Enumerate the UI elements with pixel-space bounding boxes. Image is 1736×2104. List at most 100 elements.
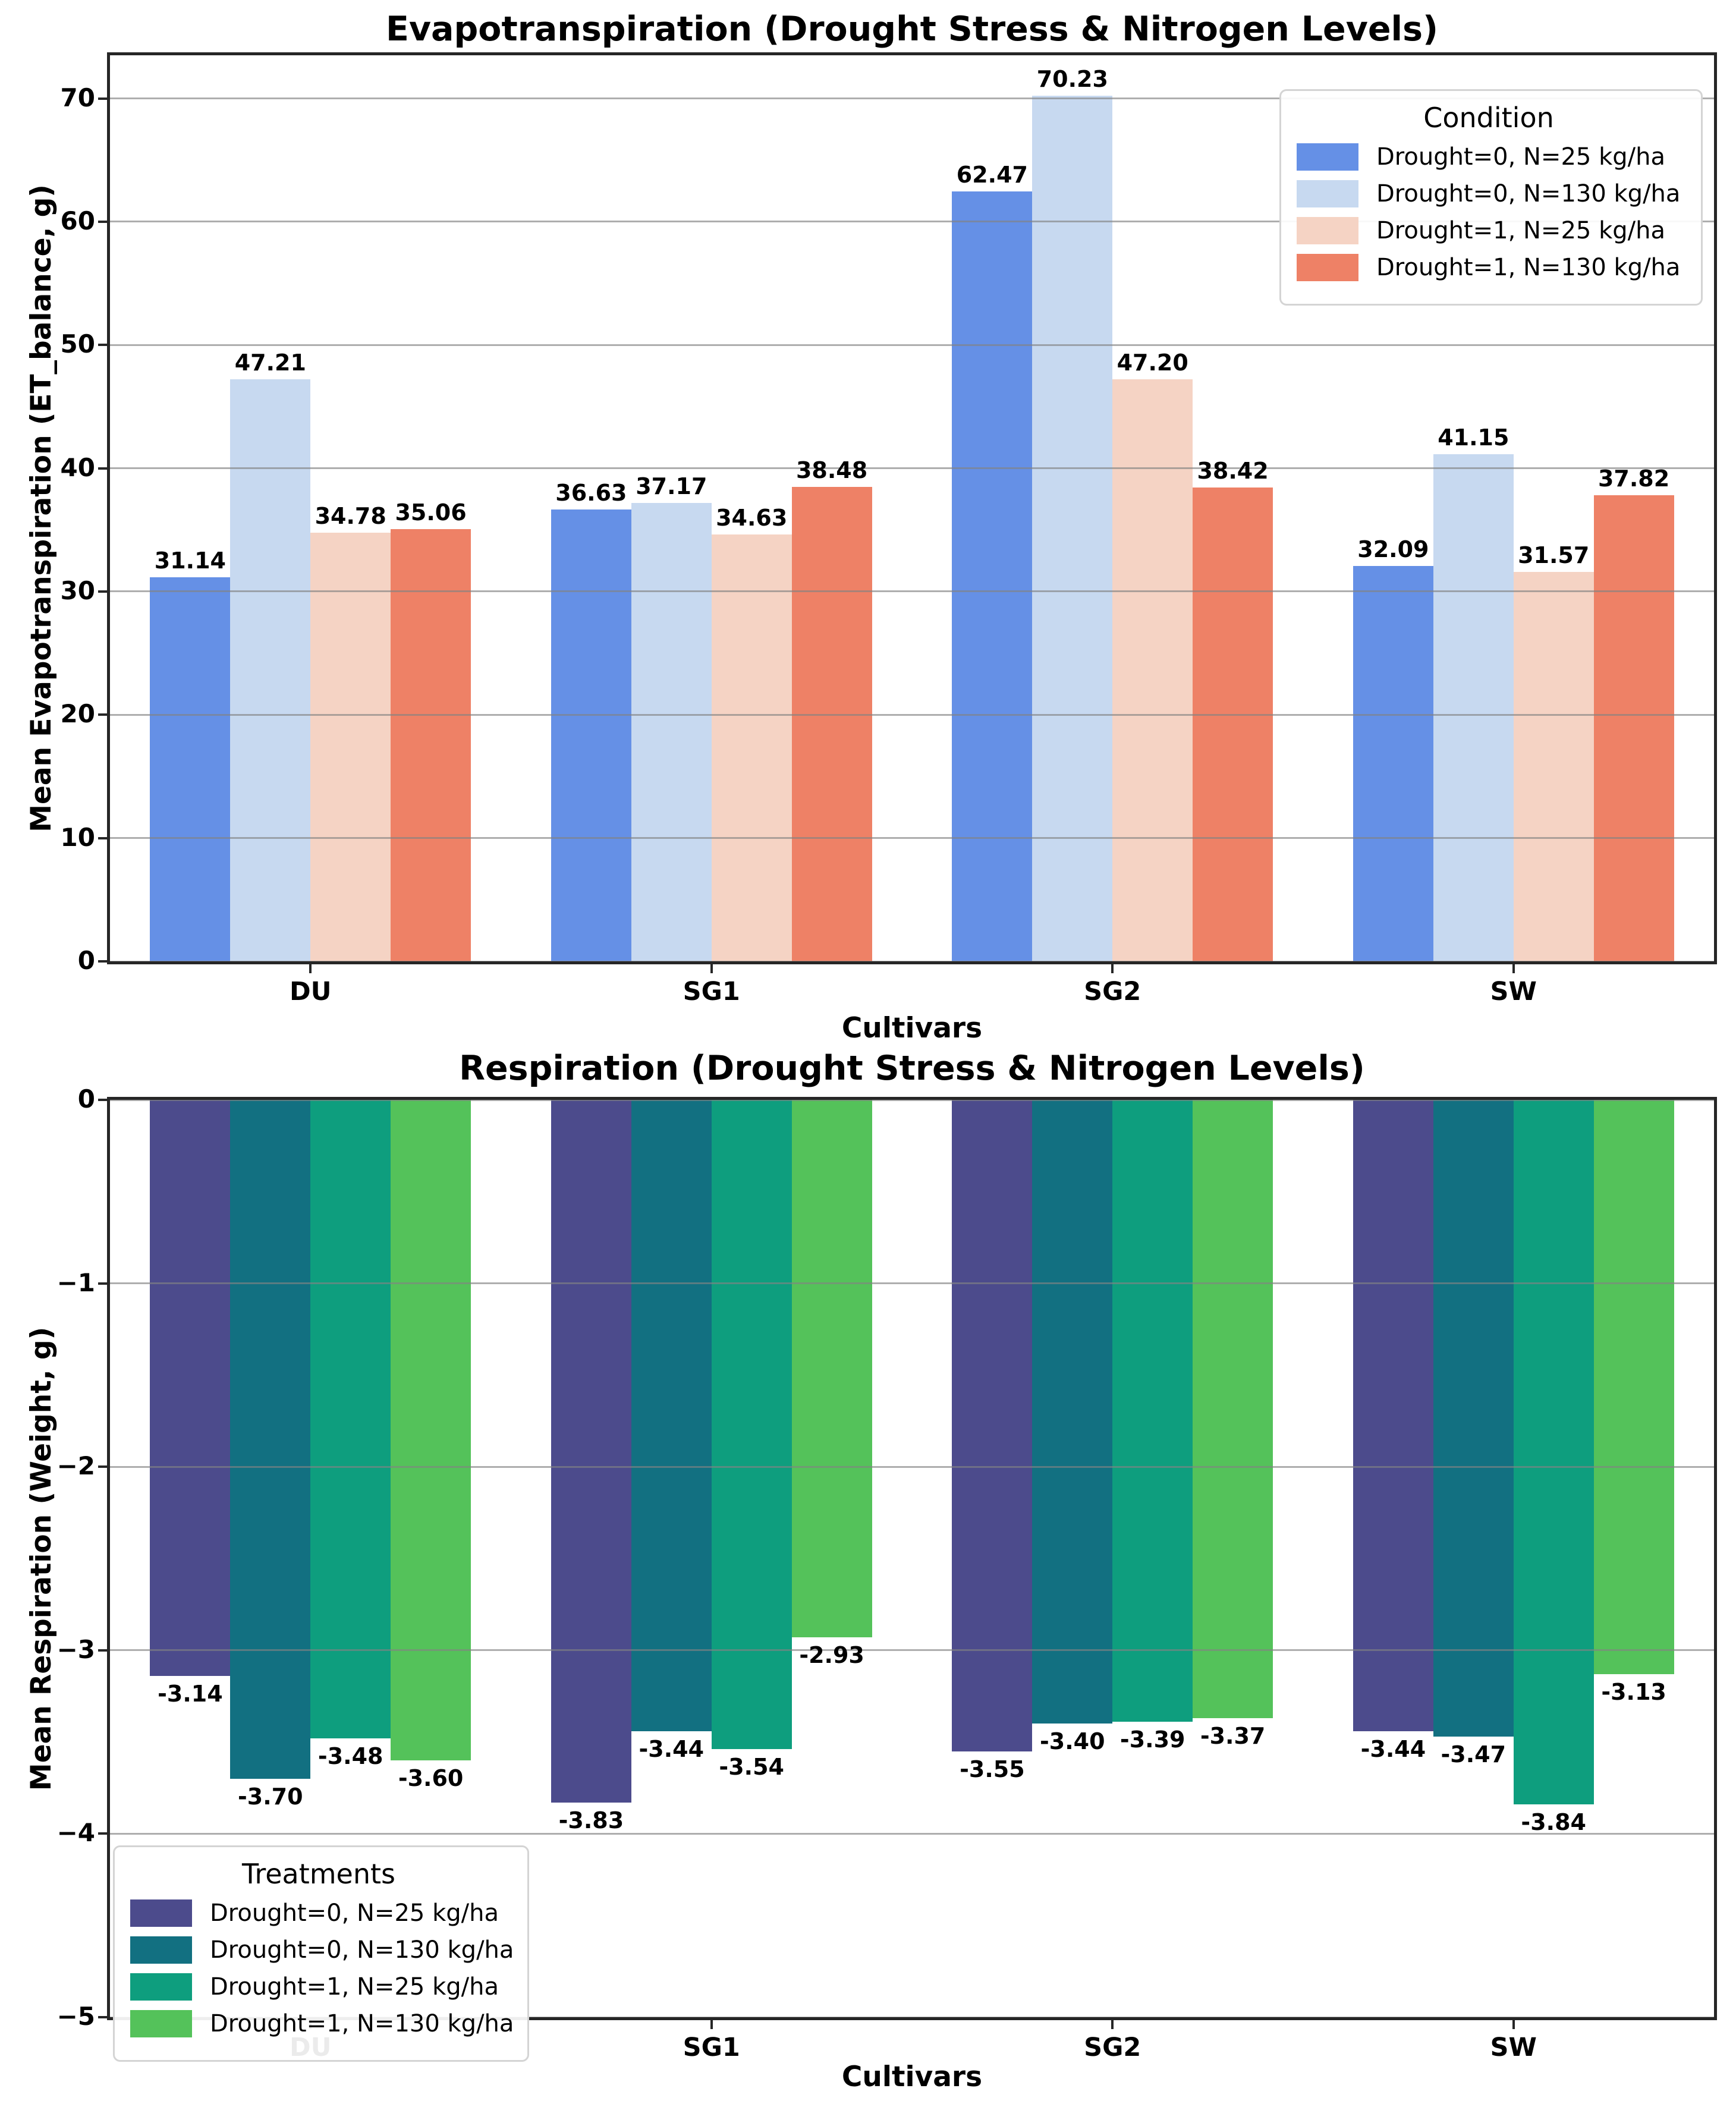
y-tick-mark [98, 590, 110, 593]
x-tick-mark [710, 961, 713, 973]
x-tick-label: SW [1490, 2033, 1537, 2062]
bar-DU-series-1 [230, 379, 311, 961]
bar-value-label: -3.70 [238, 1783, 303, 1810]
legend-rows: Drought=0, N=25 kg/ha Drought=0, N=130 kg… [130, 1899, 514, 2037]
legend-swatch [130, 1973, 192, 2001]
bar-SG1-series-0 [551, 510, 631, 961]
gridline [110, 1832, 1714, 1835]
legend-swatch [1297, 143, 1358, 171]
y-tick-label: −2 [56, 1451, 95, 1481]
y-tick-mark [98, 1282, 110, 1285]
legend-label: Drought=1, N=130 kg/ha [210, 2010, 514, 2037]
gridline [110, 1465, 1714, 1468]
bar-value-label: -3.14 [158, 1681, 223, 1707]
bar-value-label: 38.42 [1197, 458, 1269, 485]
gridline [110, 98, 1714, 100]
gridline [110, 221, 1714, 223]
bar-value-label: 37.82 [1597, 465, 1670, 492]
legend-row: Drought=0, N=130 kg/ha [1297, 180, 1681, 207]
x-tick-label: SW [1490, 977, 1537, 1007]
bar-SG2-series-2 [1112, 379, 1193, 961]
bar-SG1-series-3 [791, 487, 872, 961]
x-tick-mark [1512, 961, 1515, 973]
legend-row: Drought=1, N=130 kg/ha [1297, 254, 1681, 281]
x-tick-label: SG1 [683, 977, 740, 1007]
bar-value-label: 41.15 [1438, 424, 1509, 451]
legend-row: Drought=0, N=25 kg/ha [1297, 143, 1681, 171]
x-tick-label: SG1 [683, 2033, 740, 2062]
y-tick-label: 40 [60, 452, 95, 482]
gridline [110, 1282, 1714, 1285]
respiration-y-axis-label: Mean Respiration (Weight, g) [25, 1326, 58, 1791]
bar-DU-series-0 [150, 577, 231, 961]
y-tick-label: 0 [77, 1084, 95, 1114]
bar-value-label: 47.21 [234, 350, 306, 376]
bar-SW-series-3 [1593, 495, 1674, 961]
legend-label: Drought=0, N=25 kg/ha [1376, 143, 1665, 171]
bar-value-label: 31.14 [154, 548, 226, 574]
y-tick-label: 10 [60, 822, 95, 852]
respiration-legend: Treatments Drought=0, N=25 kg/ha Drought=… [113, 1845, 529, 2062]
bar-SW-series-0 [1353, 1100, 1433, 1731]
bar-value-label: 34.63 [716, 504, 788, 531]
bar-SW-series-2 [1513, 1100, 1594, 1805]
bar-SG2-series-0 [952, 1100, 1033, 1751]
x-tick-mark [1111, 2017, 1114, 2029]
bar-SG2-series-1 [1032, 1100, 1113, 1724]
legend-title: Condition [1423, 102, 1554, 134]
legend-label: Drought=0, N=25 kg/ha [210, 1899, 499, 1927]
y-tick-mark [98, 344, 110, 347]
bar-value-label: -3.55 [960, 1756, 1025, 1782]
bar-DU-series-3 [391, 1100, 471, 1760]
bar-SW-series-2 [1513, 572, 1594, 961]
legend-label: Drought=1, N=130 kg/ha [1376, 254, 1681, 281]
bar-value-label: 62.47 [956, 161, 1028, 188]
y-tick-mark [98, 1465, 110, 1468]
bar-SG2-series-3 [1193, 488, 1273, 961]
bar-value-label: 35.06 [395, 499, 467, 526]
bar-value-label: 47.20 [1117, 350, 1188, 376]
bar-DU-series-0 [150, 1100, 231, 1676]
legend-row: Drought=0, N=130 kg/ha [130, 1936, 514, 1964]
bar-value-label: -3.60 [398, 1765, 464, 1791]
gridline [110, 960, 1714, 963]
evapotranspiration-y-axis-label: Mean Evapotranspiration (ET_balance, g) [25, 184, 58, 832]
y-tick-mark [98, 467, 110, 470]
bar-SG2-series-2 [1112, 1100, 1193, 1722]
bar-SG1-series-1 [631, 1100, 712, 1731]
legend-label: Drought=1, N=25 kg/ha [1376, 217, 1665, 244]
bar-value-label: -3.44 [639, 1735, 705, 1762]
y-tick-mark [98, 836, 110, 839]
legend-rows: Drought=0, N=25 kg/ha Drought=0, N=130 kg… [1297, 143, 1681, 281]
bar-DU-series-2 [310, 1100, 391, 1738]
y-tick-mark [98, 1649, 110, 1652]
y-tick-mark [98, 1099, 110, 1101]
legend-label: Drought=1, N=25 kg/ha [210, 1973, 499, 2001]
y-tick-mark [98, 220, 110, 223]
bar-value-label: -2.93 [799, 1642, 864, 1669]
bar-value-label: -3.54 [719, 1754, 784, 1781]
y-tick-mark [98, 960, 110, 963]
x-tick-mark [1512, 2017, 1515, 2029]
gridline [110, 1649, 1714, 1652]
legend-swatch [1297, 254, 1358, 281]
legend-swatch [130, 1936, 192, 1964]
legend-swatch [130, 1899, 192, 1927]
x-tick-label: SG2 [1084, 2033, 1141, 2062]
legend-row: Drought=0, N=25 kg/ha [130, 1899, 507, 1927]
y-tick-label: 20 [60, 699, 95, 729]
bar-SW-series-1 [1433, 1100, 1514, 1737]
gridline [110, 590, 1714, 593]
bar-SW-series-0 [1353, 565, 1433, 961]
y-tick-label: −3 [56, 1634, 95, 1664]
respiration-chart-title: Respiration (Drought Stress & Nitrogen L… [459, 1049, 1365, 1088]
y-tick-label: 0 [77, 946, 95, 975]
y-tick-label: −5 [56, 2002, 95, 2031]
bar-value-label: 70.23 [1036, 65, 1108, 92]
gridline [110, 837, 1714, 839]
bar-SG1-series-1 [631, 503, 712, 961]
x-tick-label: DU [289, 977, 332, 1007]
legend-swatch [1297, 217, 1358, 244]
bar-value-label: 38.48 [795, 457, 868, 484]
